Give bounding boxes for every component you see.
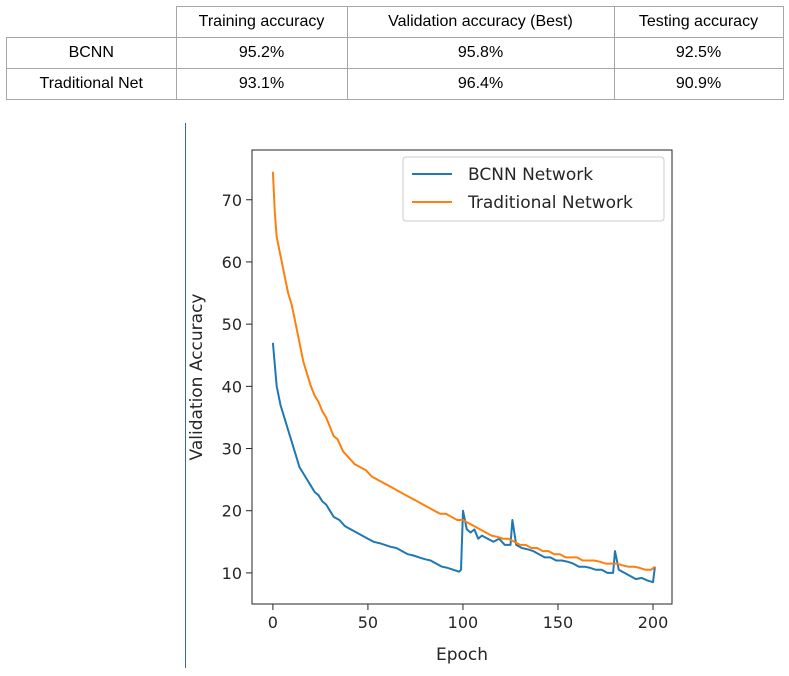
legend: BCNN Network Traditional Network [402,156,665,222]
legend-label-traditional: Traditional Network [467,193,633,213]
y-tick-label: 30 [222,440,242,459]
plot-lines [271,171,656,584]
series-line-0 [271,342,656,584]
table-header-cell: Validation accuracy (Best) [346,6,615,38]
row-label: BCNN [6,37,177,69]
table-cell: 90.9% [613,68,784,100]
y-tick-label: 40 [222,377,242,396]
x-tick-label: 0 [268,613,278,632]
plot-frame [251,149,673,605]
y-tick-label: 70 [222,191,242,210]
x-tick-label: 100 [448,613,479,632]
series-line-1 [271,171,656,571]
y-tick-label: 10 [222,564,242,583]
table-cell: 93.1% [175,68,348,100]
y-axis-ticks: 10 20 30 40 50 60 70 [222,191,252,583]
x-axis-ticks: 0 50 100 150 200 [268,604,668,632]
row-label: Traditional Net [6,68,177,100]
results-table: Training accuracy Validation accuracy (B… [6,6,784,100]
y-tick-label: 50 [222,315,242,334]
table-cell: 92.5% [613,37,784,69]
x-axis-label: Epoch [436,645,488,665]
x-tick-label: 150 [543,613,574,632]
x-tick-label: 200 [638,613,669,632]
vertical-divider [185,123,186,668]
table-row: BCNN 95.2% 95.8% 92.5% [6,37,784,69]
table-header-row: Training accuracy Validation accuracy (B… [6,6,784,38]
legend-box [402,156,665,222]
y-tick-label: 20 [222,502,242,521]
y-tick-label: 60 [222,253,242,272]
table-cell: 96.4% [346,68,615,100]
legend-label-bcnn: BCNN Network [468,165,593,185]
y-axis-label: Validation Accuracy [187,294,207,461]
x-tick-label: 50 [358,613,378,632]
table-cell: 95.2% [175,37,348,69]
table-cell: 95.8% [346,37,615,69]
table-row: Traditional Net 93.1% 96.4% 90.9% [6,68,784,100]
